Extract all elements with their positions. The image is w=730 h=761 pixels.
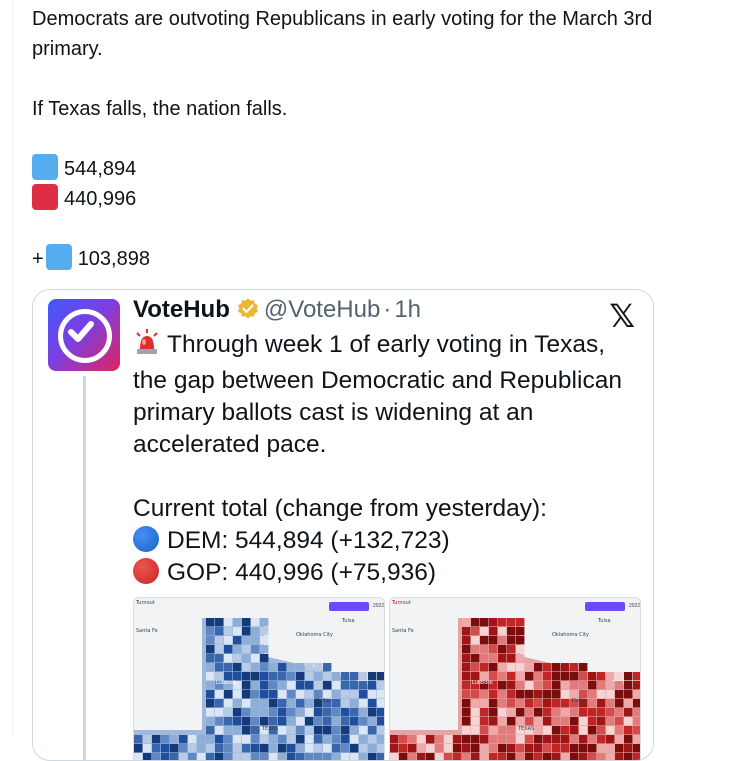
timestamp[interactable]: 1h bbox=[394, 296, 422, 323]
margin-line: +103,898 bbox=[32, 244, 722, 274]
map-label-dallas: Dallas bbox=[572, 698, 588, 704]
map-legend-label: Turnout bbox=[136, 600, 155, 606]
checkmark-logo-icon bbox=[58, 309, 112, 363]
map-label-oklahoma-city: Oklahoma City bbox=[296, 632, 333, 638]
author-handle[interactable]: @VoteHub bbox=[263, 296, 381, 323]
democratic-turnout-map[interactable]: 2022 Turnout Santa Fe Oklahoma City Tuls… bbox=[133, 597, 385, 760]
margin-value: 103,898 bbox=[77, 248, 150, 270]
map-legend-label: Turnout bbox=[392, 600, 411, 606]
blue-square-icon bbox=[32, 154, 58, 180]
quoted-paragraph-1: Through week 1 of early voting in Texas,… bbox=[133, 328, 643, 461]
gop-line-text: GOP: 440,996 (+75,936) bbox=[167, 559, 436, 586]
quoted-header: VoteHub @VoteHub · 1h bbox=[133, 294, 421, 330]
quoted-text-1: Through week 1 of early voting in Texas,… bbox=[133, 331, 622, 458]
avatar[interactable] bbox=[48, 299, 120, 371]
blue-circle-icon bbox=[133, 526, 159, 552]
map-year: 2022 bbox=[629, 603, 641, 609]
dem-total: 544,894 bbox=[64, 158, 137, 180]
red-square-icon bbox=[32, 184, 58, 210]
police-light-icon bbox=[133, 328, 161, 365]
red-circle-icon bbox=[133, 558, 159, 584]
thread-line bbox=[83, 376, 86, 760]
map-label-lubbock: Lubbock bbox=[216, 680, 237, 686]
map-images[interactable]: 2022 Turnout Santa Fe Oklahoma City Tuls… bbox=[133, 597, 641, 760]
post-line-2: If Texas falls, the nation falls. bbox=[32, 98, 288, 120]
gop-total-line: 440,996 bbox=[32, 184, 722, 214]
dem-line-text: DEM: 544,894 (+132,723) bbox=[167, 527, 450, 554]
gop-total: 440,996 bbox=[64, 188, 137, 210]
blue-square-icon bbox=[45, 244, 72, 270]
map-year: 2022 bbox=[373, 603, 385, 609]
map-label-santa-fe: Santa Fe bbox=[392, 628, 414, 634]
x-logo-icon: 𝕏 bbox=[609, 298, 635, 334]
map-label-texas: TEXAS bbox=[262, 726, 279, 732]
map-date-pill bbox=[585, 602, 625, 611]
quoted-text: Through week 1 of early voting in Texas,… bbox=[133, 328, 643, 589]
author-name[interactable]: VoteHub bbox=[133, 296, 230, 323]
map-label-texas: TEXAS bbox=[518, 726, 535, 732]
post-line-1: Democrats are outvoting Republicans in e… bbox=[32, 8, 653, 60]
post-text: Democrats are outvoting Republicans in e… bbox=[32, 4, 722, 274]
dem-line: DEM: 544,894 (+132,723) bbox=[133, 525, 643, 557]
margin-prefix: + bbox=[32, 248, 44, 270]
map-date-pill bbox=[329, 602, 369, 611]
map-label-lubbock: Lubbock bbox=[472, 680, 493, 686]
map-label-tulsa: Tulsa bbox=[598, 618, 611, 624]
quoted-text-2: Current total (change from yesterday): bbox=[133, 495, 547, 522]
quoted-post-card[interactable]: VoteHub @VoteHub · 1h 𝕏 Through week 1 of e… bbox=[32, 289, 654, 761]
timeline-divider bbox=[12, 0, 13, 736]
verified-badge-icon bbox=[236, 297, 260, 330]
republican-turnout-map[interactable]: 2022 Turnout Santa Fe Oklahoma City Tuls… bbox=[389, 597, 641, 760]
map-label-oklahoma-city: Oklahoma City bbox=[552, 632, 589, 638]
map-label-santa-fe: Santa Fe bbox=[136, 628, 158, 634]
map-label-dallas: Dallas bbox=[316, 698, 332, 704]
gop-line: GOP: 440,996 (+75,936) bbox=[133, 557, 643, 589]
map-label-tulsa: Tulsa bbox=[342, 618, 355, 624]
dem-total-line: 544,894 bbox=[32, 154, 722, 184]
separator: · bbox=[383, 296, 392, 323]
